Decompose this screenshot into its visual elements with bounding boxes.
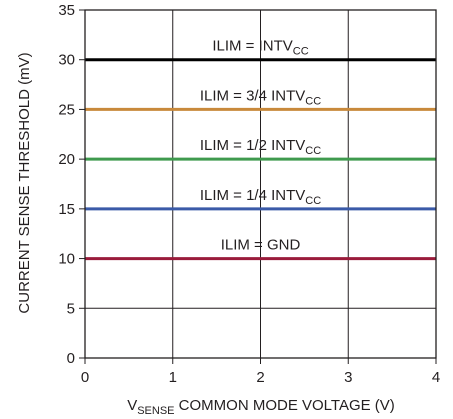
x-tick-label-3: 3 (344, 369, 352, 386)
y-tick-label-25: 25 (58, 101, 75, 118)
series-labels: ILIM = INTVCC ILIM = 3/4 INTVCC ILIM = 1/2… (200, 38, 321, 254)
y-axis-title: CURRENT SENSE THRESHOLD (mV) (16, 52, 33, 313)
series-label-4: ILIM = 1/4 INTVCC (200, 187, 321, 207)
y-tick-label-30: 30 (58, 52, 75, 69)
series-lines (85, 58, 436, 261)
x-tick-label-1: 1 (169, 369, 177, 386)
y-tick-label-15: 15 (58, 201, 75, 218)
ticks: 0 5 10 15 20 25 30 35 0 1 2 3 4 (58, 2, 440, 386)
series-label-3: ILIM = 1/2 INTVCC (200, 137, 321, 157)
series-label-5: ILIM = GND (221, 237, 301, 254)
y-tick-label-5: 5 (67, 300, 75, 317)
series-label-2: ILIM = 3/4 INTVCC (200, 87, 321, 107)
x-tick-label-0: 0 (81, 369, 89, 386)
x-axis-title-rest: COMMON MODE VOLTAGE (V) (175, 397, 395, 414)
x-tick-label-2: 2 (256, 369, 264, 386)
y-tick-label-0: 0 (67, 350, 75, 367)
x-tick-label-4: 4 (432, 369, 440, 386)
x-axis-title-subscript: SENSE (137, 405, 174, 417)
series-label-1: ILIM = INTVCC (212, 38, 308, 58)
x-axis-title: VSENSE COMMON MODE VOLTAGE (V) (127, 397, 395, 417)
y-tick-label-10: 10 (58, 251, 75, 268)
grid (85, 10, 436, 358)
x-axis-title-main: V (127, 397, 137, 414)
y-tick-label-20: 20 (58, 151, 75, 168)
y-tick-label-35: 35 (58, 2, 75, 19)
